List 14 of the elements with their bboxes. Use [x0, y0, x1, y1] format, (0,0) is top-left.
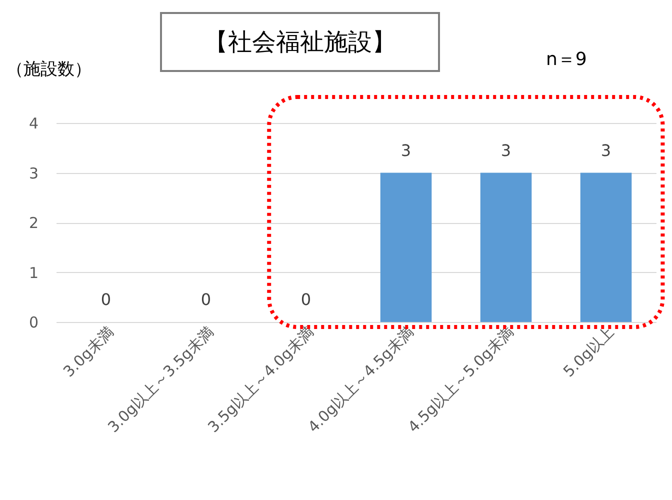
y-axis-title: （施設数）: [6, 60, 92, 80]
y-tick-label: 1: [28, 264, 38, 282]
data-label: 3: [400, 140, 412, 160]
data-label: 3: [500, 140, 512, 160]
y-tick-label: 4: [28, 114, 38, 132]
text: n＝9: [546, 47, 587, 71]
data-label: 3: [600, 140, 612, 160]
y-tick-label: 3: [28, 164, 38, 182]
chart-title: 【社会福祉施設】: [160, 12, 440, 72]
data-label: 0: [200, 290, 212, 309]
y-tick-label: 0: [28, 314, 38, 332]
data-label: 0: [300, 290, 312, 309]
data-label: 0: [100, 290, 112, 309]
y-tick-label: 2: [28, 214, 38, 232]
